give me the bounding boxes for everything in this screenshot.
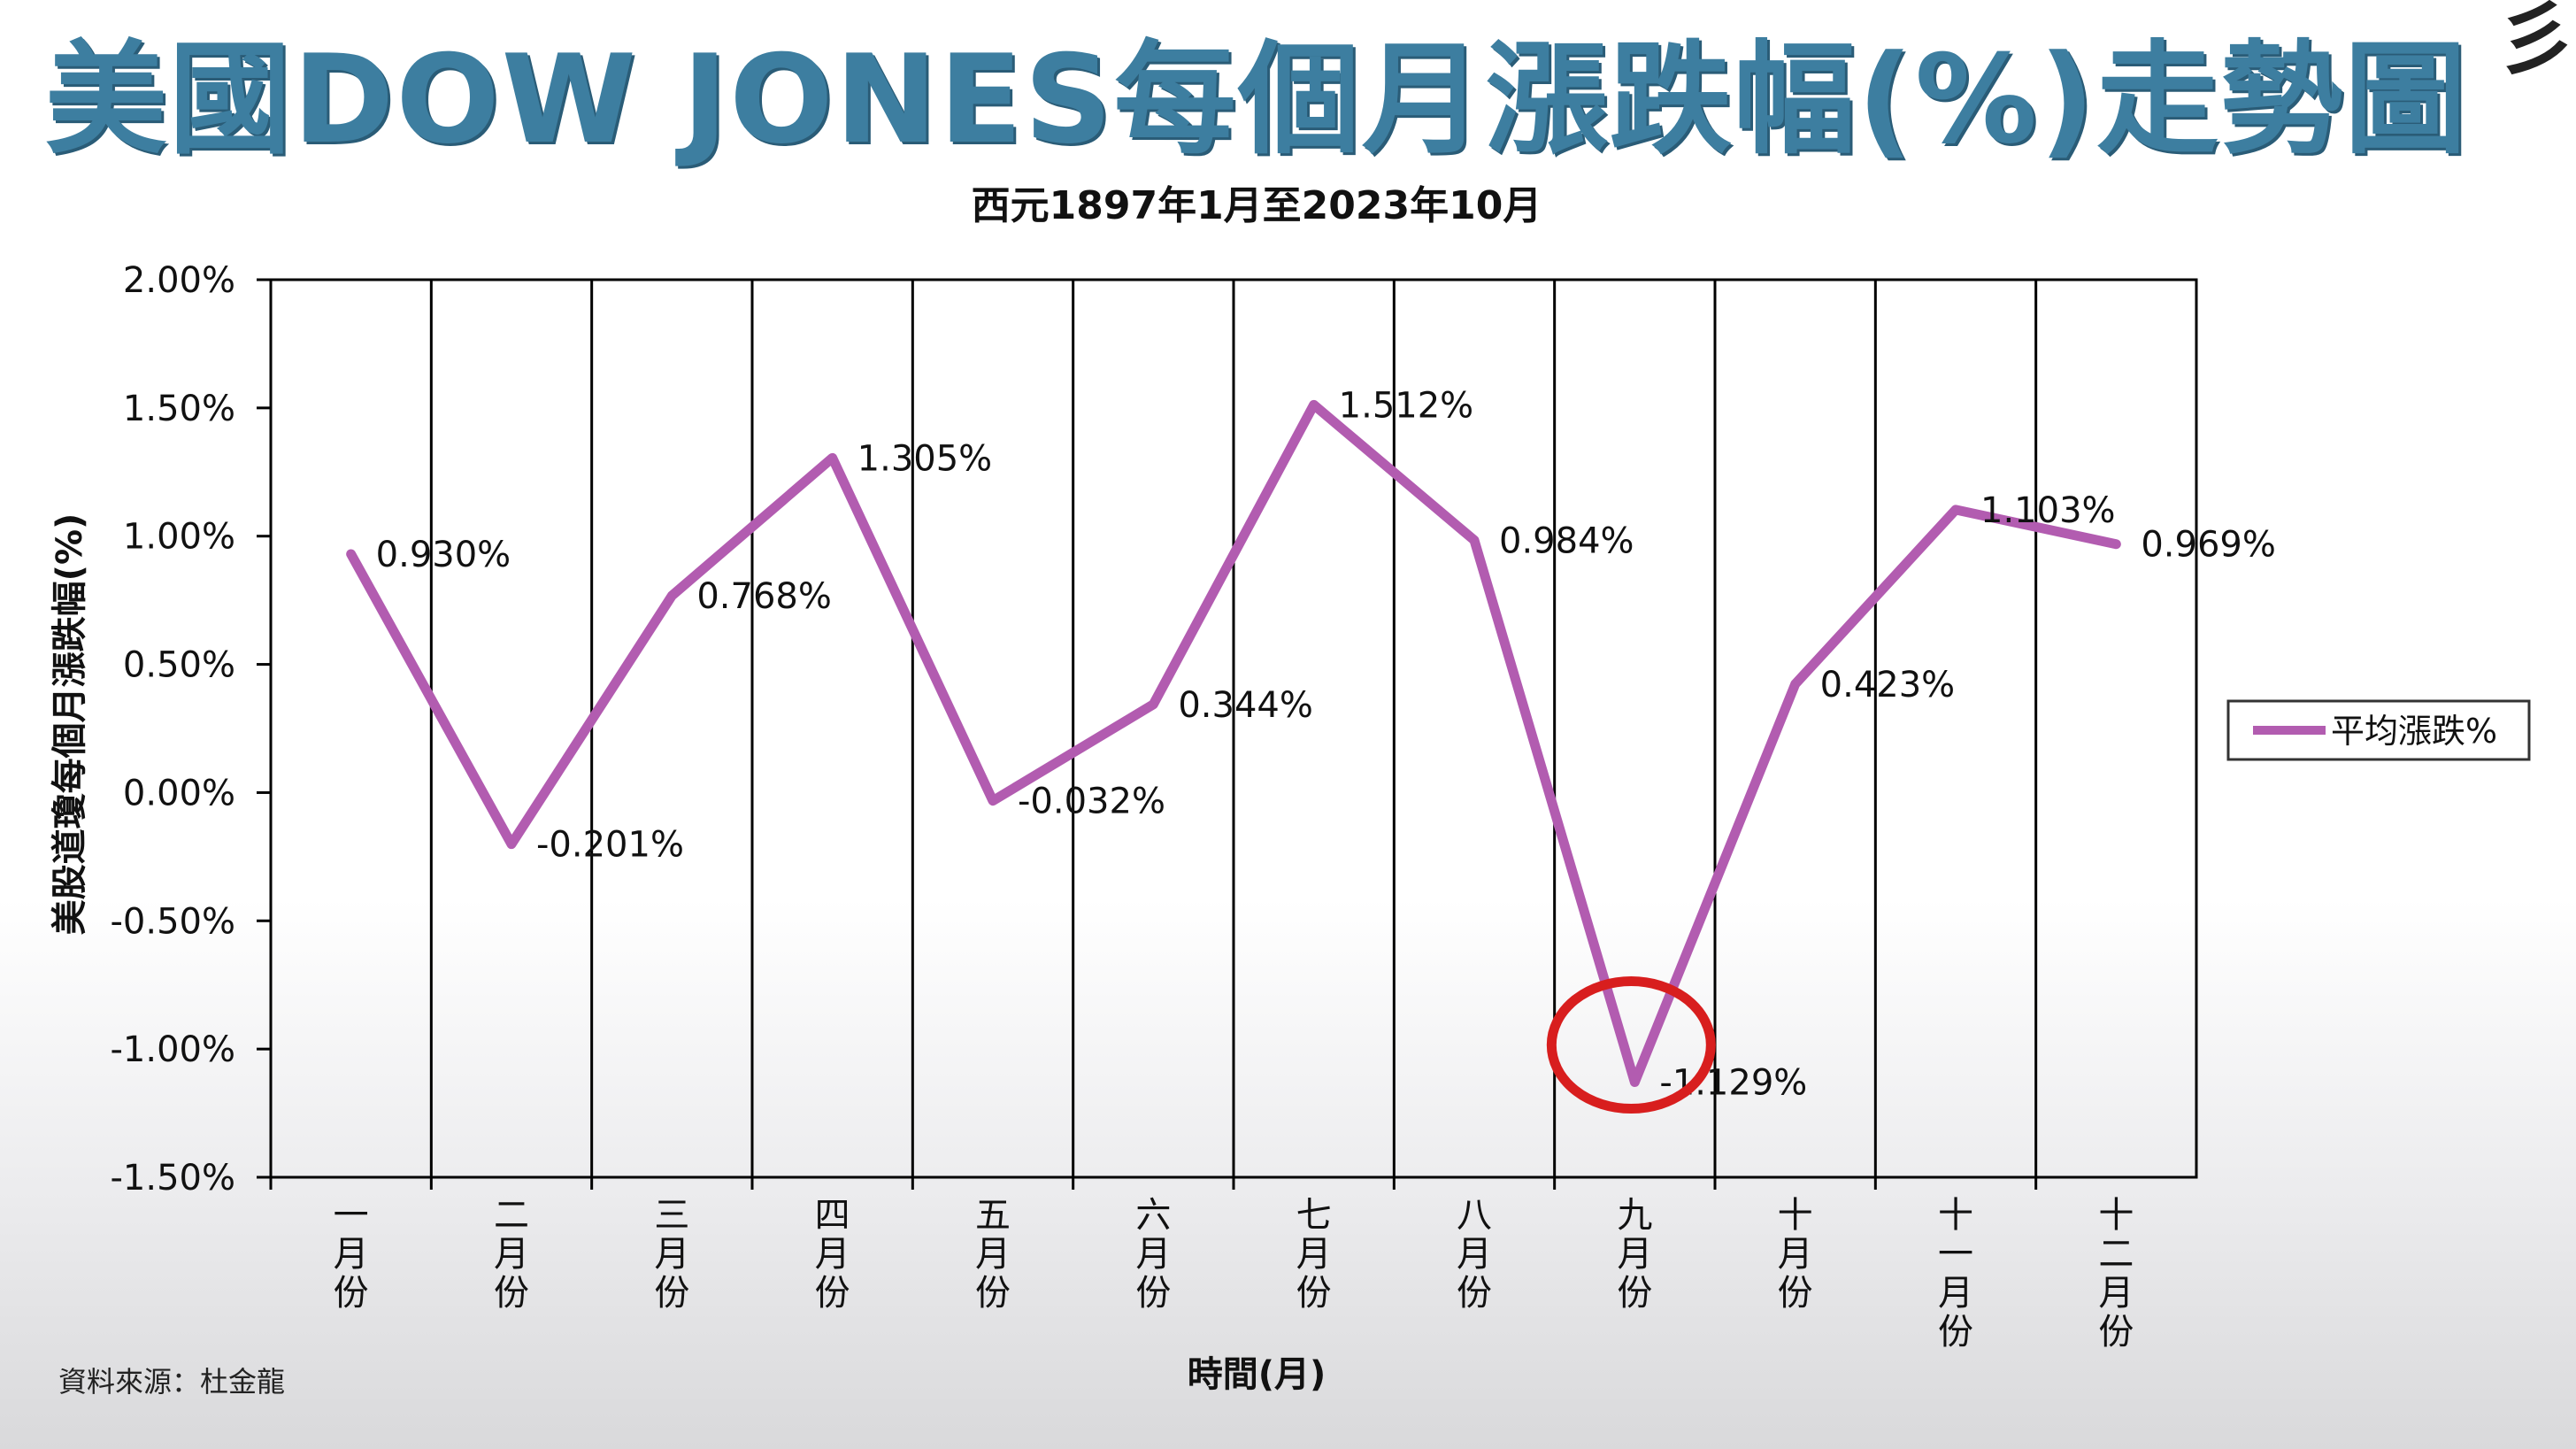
- data-label: 0.344%: [1178, 685, 1313, 726]
- data-point: [1630, 1077, 1640, 1087]
- x-axis-ticks: 一月份 二月份 三月份 四月份 五月份 六月份 七月份 八月份 九月份 十月份 十一月份 十二月份: [269, 1177, 2134, 1353]
- x-tick-label: 一月份: [334, 1195, 369, 1314]
- y-tick-label: 2.00%: [123, 260, 235, 301]
- data-label: 0.969%: [2141, 525, 2276, 566]
- y-tick-label: 0.00%: [123, 773, 235, 813]
- x-tick-label: 四月份: [815, 1195, 850, 1314]
- chart-subtitle: 西元1897年1月至2023年10月: [971, 183, 1542, 228]
- y-tick-label: -1.00%: [110, 1029, 235, 1070]
- data-label: 0.984%: [1499, 520, 1634, 561]
- y-tick-label: 1.00%: [123, 517, 235, 558]
- data-label: -0.201%: [536, 825, 684, 866]
- data-point: [2111, 539, 2121, 549]
- x-axis-label: 時間(月): [1188, 1354, 1326, 1395]
- x-tick-label: 七月份: [1296, 1195, 1332, 1314]
- highlight-circle: [1546, 976, 1716, 1114]
- x-tick-label: 三月份: [654, 1195, 689, 1314]
- legend: 平均漲跌%: [2226, 699, 2531, 761]
- x-tick-label: 五月份: [975, 1195, 1011, 1314]
- y-tick-label: 0.50%: [123, 645, 235, 686]
- data-point: [827, 453, 837, 463]
- data-label: 0.423%: [1820, 665, 1956, 705]
- data-label: 1.103%: [1980, 490, 2116, 531]
- corner-glyph: 彡: [2496, 0, 2576, 86]
- data-label: 0.930%: [376, 535, 511, 575]
- data-label: 0.768%: [696, 576, 832, 617]
- data-point: [1470, 536, 1479, 545]
- data-point: [1951, 505, 1960, 514]
- data-label: -0.032%: [1018, 782, 1165, 822]
- data-point: [1790, 679, 1800, 689]
- data-point: [346, 549, 356, 559]
- data-label: 1.512%: [1339, 385, 1474, 426]
- source-note: 資料來源：杜金龍: [58, 1365, 286, 1399]
- data-point: [988, 796, 997, 805]
- y-axis-ticks: 2.00% 1.50% 1.00% 0.50% 0.00% -0.50% -1.00% -1.…: [110, 260, 271, 1199]
- x-tick-label: 十月份: [1778, 1195, 1813, 1314]
- grid-lines: [429, 280, 2038, 1177]
- x-tick-label: 八月份: [1457, 1195, 1492, 1314]
- data-point: [507, 839, 516, 849]
- y-axis-label: 美股道瓊每個月漲跌幅(%): [50, 513, 90, 936]
- data-labels: 0.930% -0.201% 0.768% 1.305% -0.032% 0.344% 1.…: [376, 385, 2276, 1103]
- series-layer: [346, 399, 2121, 1088]
- x-tick-label: 十一月份: [1938, 1195, 1973, 1353]
- highlight-layer: [1546, 976, 1716, 1114]
- y-tick-label: -0.50%: [110, 901, 235, 942]
- legend-label: 平均漲跌%: [2331, 712, 2497, 751]
- y-tick-label: 1.50%: [123, 389, 235, 429]
- series-line: [346, 399, 2121, 1088]
- y-tick-label: -1.50%: [110, 1158, 235, 1199]
- x-tick-label: 六月份: [1135, 1195, 1171, 1314]
- data-point: [1149, 699, 1158, 709]
- chart-title: 美國DOW JONES每個月漲跌幅(%)走勢圖: [44, 28, 2469, 171]
- x-tick-label: 二月份: [494, 1195, 529, 1314]
- data-point: [1309, 400, 1319, 410]
- data-point: [667, 590, 677, 600]
- data-label: 1.305%: [857, 438, 993, 479]
- x-tick-label: 十二月份: [2098, 1195, 2134, 1353]
- x-tick-label: 九月份: [1617, 1195, 1652, 1314]
